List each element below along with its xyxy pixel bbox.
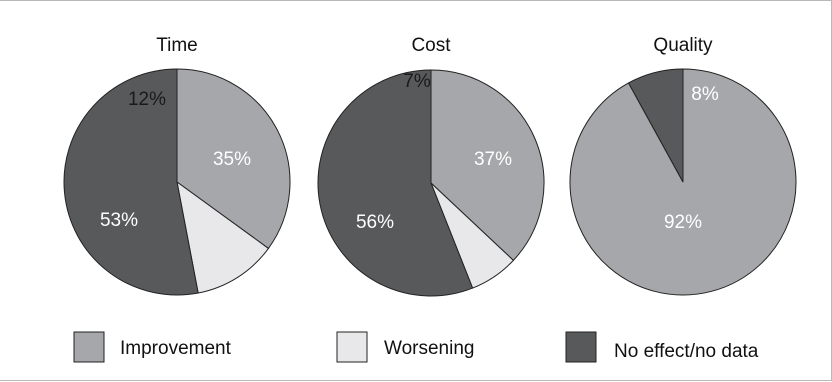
legend-swatch-improvement (73, 331, 105, 363)
slice-label-cost-no-effect: 56% (356, 212, 394, 233)
legend-label-no-effect: No effect/no data (614, 341, 759, 362)
pie-quality: Quality 92% 8% (569, 35, 797, 296)
slice-label-cost-worsening: 7% (403, 71, 431, 92)
pie-title-cost: Cost (411, 35, 451, 56)
pie-slice-time-worsening (176, 180, 270, 294)
legend-label-improvement: Improvement (120, 338, 232, 359)
slice-label-time-improvement: 35% (213, 149, 251, 170)
slice-label-cost-improvement: 37% (474, 149, 512, 170)
pie-title-time: Time (156, 35, 198, 56)
pie-slice-quality-no-effect-no-data (627, 68, 684, 183)
legend-item-improvement: Improvement (73, 331, 232, 363)
legend-item-worsening: Worsening (336, 331, 474, 363)
slice-label-time-worsening: 12% (128, 89, 166, 110)
pie-slice-time-no-effect-no-data (63, 68, 199, 296)
pie-slice-cost-no-effect-no-data (317, 69, 474, 297)
slice-label-quality-improvement: 92% (664, 212, 702, 233)
pie-slice-time-improvement (176, 68, 291, 250)
legend-swatch-no-effect (565, 331, 597, 363)
pie-time: Time 35% 12% 53% (63, 35, 291, 296)
pie-slice-cost-improvement (430, 69, 545, 262)
slice-label-quality-no-effect: 8% (691, 84, 719, 105)
slice-label-time-no-effect: 53% (100, 210, 138, 231)
legend: Improvement Worsening No effect/no data (73, 331, 759, 363)
legend-label-worsening: Worsening (384, 338, 474, 359)
legend-swatch-worsening (336, 331, 368, 363)
legend-item-no-effect: No effect/no data (565, 331, 759, 363)
pie-title-quality: Quality (653, 35, 713, 56)
pie-cost: Cost 37% 7% 56% (317, 35, 545, 297)
